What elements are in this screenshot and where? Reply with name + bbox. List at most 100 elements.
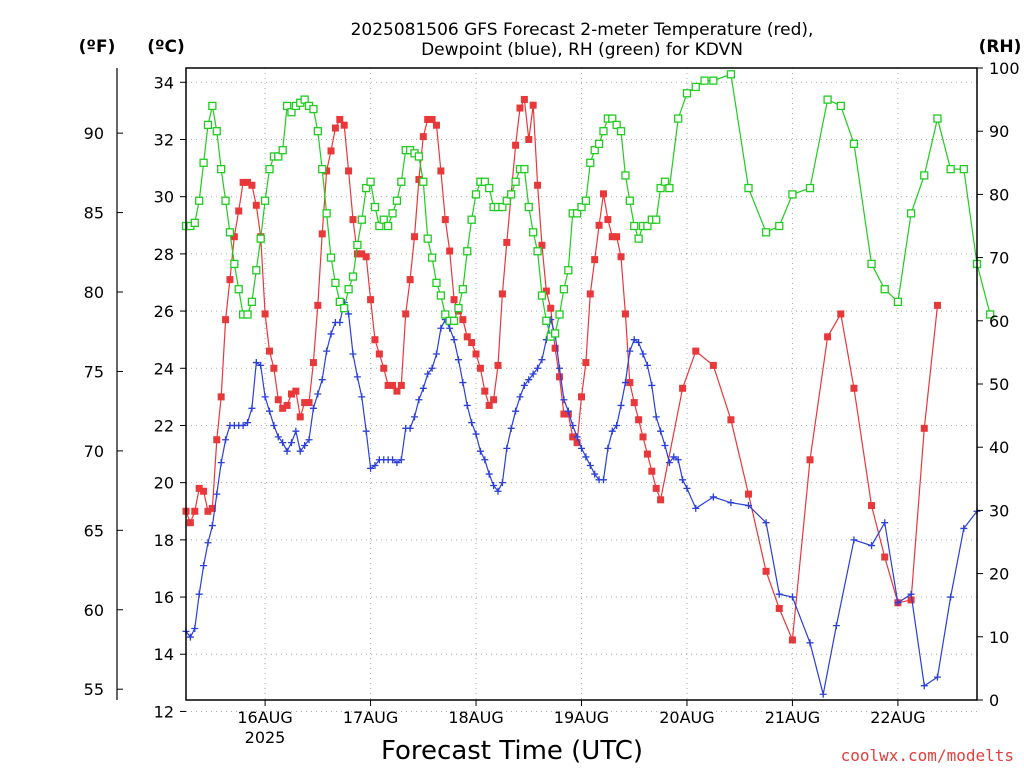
- dewpoint-point: [534, 364, 542, 372]
- temperature-point: [639, 433, 647, 441]
- temperature-point: [648, 467, 656, 475]
- temperature-point: [591, 256, 599, 264]
- dewpoint-point: [832, 622, 840, 630]
- rh-point: [511, 177, 520, 186]
- temperature-point: [525, 135, 533, 143]
- rh-tick-label: 30: [989, 501, 1009, 520]
- fahrenheit-tick-label: 70: [84, 442, 104, 461]
- rh-point: [906, 209, 916, 218]
- rh-point: [502, 196, 511, 205]
- rh-point: [564, 266, 573, 275]
- rh-point: [537, 291, 547, 300]
- dewpoint-point: [279, 439, 287, 447]
- dewpoint-point: [582, 453, 590, 461]
- rh-point: [397, 177, 406, 186]
- rh-point: [485, 183, 494, 193]
- rh-point: [300, 95, 309, 104]
- temperature-point: [353, 250, 361, 258]
- temperature-point: [331, 124, 339, 132]
- rh-point: [340, 304, 349, 313]
- temperature-point: [679, 384, 687, 392]
- dewpoint-point: [459, 379, 467, 387]
- dewpoint-point: [450, 336, 458, 344]
- celsius-tick-label: 24: [154, 359, 174, 378]
- rh-point: [467, 215, 476, 224]
- rh-point: [581, 196, 591, 205]
- dewpoint-point: [599, 476, 607, 484]
- temperature-point: [265, 347, 273, 355]
- rh-point: [823, 95, 832, 104]
- fahrenheit-unit-label: (ºF): [79, 37, 116, 57]
- rh-series: [181, 70, 995, 341]
- temperature-point: [186, 519, 194, 527]
- dewpoint-point: [503, 444, 511, 452]
- dewpoint-point: [788, 593, 796, 601]
- dewpoint-point: [446, 324, 454, 332]
- dewpoint-point: [683, 484, 691, 492]
- rh-point: [709, 76, 718, 85]
- fahrenheit-tick-label: 60: [84, 601, 104, 620]
- temperature-point: [217, 393, 225, 401]
- rh-point: [959, 164, 968, 174]
- rh-point: [529, 228, 538, 237]
- temperature-point: [762, 567, 770, 575]
- rh-tick-label: 40: [989, 438, 1009, 457]
- rh-point: [616, 127, 626, 136]
- dewpoint-point: [661, 441, 669, 449]
- dewpoint-point: [775, 590, 783, 598]
- dewpoint-point: [507, 424, 515, 432]
- temperature-point: [498, 290, 506, 298]
- temperature-point: [569, 433, 577, 441]
- temperature-point: [393, 387, 401, 395]
- dewpoint-point: [323, 347, 331, 355]
- celsius-tick-label: 20: [154, 474, 174, 493]
- x-tick-label: 21AUG: [765, 708, 820, 727]
- celsius-tick-label: 22: [154, 416, 174, 435]
- dewpoint-point: [301, 441, 309, 449]
- rh-point: [498, 202, 507, 212]
- chart-title-line1: 2025081506 GFS Forecast 2-meter Temperat…: [351, 20, 814, 40]
- temperature-point: [384, 381, 392, 389]
- temperature-point: [529, 101, 537, 109]
- x-axis-year-label: 2025: [245, 728, 286, 747]
- dewpoint-point: [358, 393, 366, 401]
- rh-point: [331, 278, 340, 288]
- rh-point: [691, 82, 700, 92]
- temperature-series: [182, 95, 941, 644]
- temperature-point: [226, 276, 234, 284]
- dewpoint-point: [617, 401, 625, 409]
- temperature-point: [419, 133, 427, 141]
- temperature-point: [252, 201, 260, 209]
- temperature-point: [551, 344, 559, 352]
- temperature-point: [520, 95, 528, 103]
- rh-point: [454, 304, 463, 313]
- temperature-point: [775, 604, 783, 612]
- rh-point: [383, 221, 393, 231]
- celsius-tick-label: 18: [154, 531, 174, 550]
- temperature-point: [283, 401, 291, 409]
- rh-point: [520, 164, 529, 174]
- rh-point: [665, 183, 674, 193]
- temperature-point: [437, 167, 445, 175]
- temperature-point: [371, 336, 379, 344]
- rh-point: [933, 114, 942, 123]
- rh-point: [326, 253, 336, 262]
- temperature-point: [270, 364, 278, 372]
- dewpoint-point: [490, 482, 498, 490]
- temperature-point: [485, 401, 493, 409]
- temperature-point: [235, 207, 243, 215]
- temperature-point: [573, 439, 581, 447]
- rh-point: [353, 240, 362, 250]
- celsius-tick-label: 26: [154, 302, 174, 321]
- rh-tick-label: 50: [989, 375, 1009, 394]
- dewpoint-point: [349, 350, 357, 358]
- temperature-point: [933, 301, 941, 309]
- dewpoint-point: [239, 421, 247, 429]
- rh-point: [524, 202, 533, 212]
- dewpoint-point: [608, 427, 616, 435]
- temperature-point: [222, 316, 230, 324]
- temperature-point: [881, 553, 889, 561]
- temperature-point: [261, 310, 269, 318]
- rh-point: [550, 329, 560, 338]
